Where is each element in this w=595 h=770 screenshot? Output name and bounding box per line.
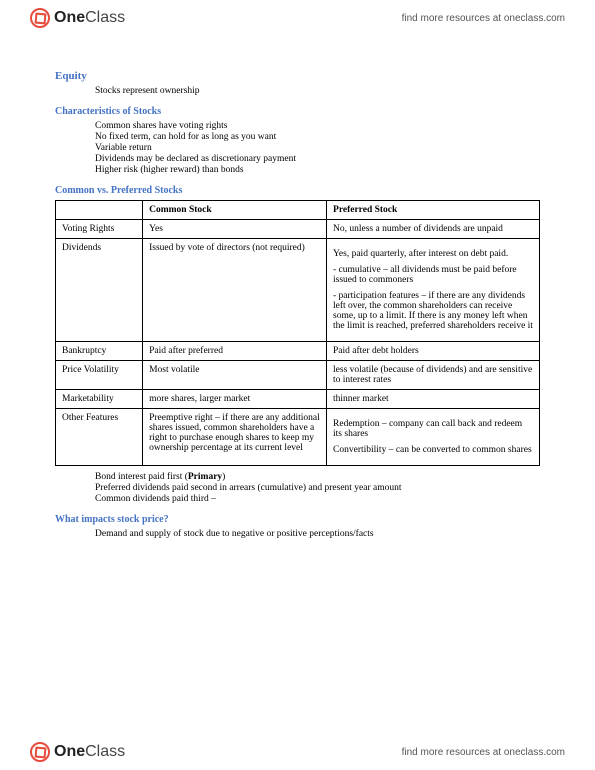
document-body: Equity Stocks represent ownership Charac…	[0, 36, 595, 599]
table-row: Dividends Issued by vote of directors (n…	[56, 239, 540, 342]
para: - cumulative – all dividends must be pai…	[333, 265, 533, 285]
impacts-text: Demand and supply of stock due to negati…	[95, 529, 540, 539]
para: Convertibility – can be converted to com…	[333, 445, 533, 455]
impacts-title: What impacts stock price?	[55, 514, 540, 525]
table-header-row: Common Stock Preferred Stock	[56, 201, 540, 220]
row-label: Other Features	[56, 409, 143, 466]
bold-text: Primary	[188, 472, 222, 482]
brand-prefix: One	[54, 9, 85, 26]
para: - participation features – if there are …	[333, 291, 533, 331]
row-label: Voting Rights	[56, 220, 143, 239]
table-row: Marketability more shares, larger market…	[56, 390, 540, 409]
table-row: Price Volatility Most volatile less vola…	[56, 361, 540, 390]
payment-line: Preferred dividends paid second in arrea…	[95, 483, 540, 493]
logo-icon	[30, 742, 50, 762]
preferred-cell: Yes, paid quarterly, after interest on d…	[327, 239, 540, 342]
text: Bond interest paid first (	[95, 472, 188, 482]
preferred-cell: less volatile (because of dividends) and…	[327, 361, 540, 390]
brand-logo: OneClass	[30, 742, 125, 762]
list-item: Dividends may be declared as discretiona…	[95, 154, 540, 164]
equity-intro: Stocks represent ownership	[95, 86, 540, 96]
brand-suffix: Class	[85, 743, 125, 760]
row-label: Bankruptcy	[56, 342, 143, 361]
row-label: Dividends	[56, 239, 143, 342]
page-footer: OneClass find more resources at oneclass…	[0, 734, 595, 770]
common-cell: Yes	[143, 220, 327, 239]
payment-line: Common dividends paid third –	[95, 494, 540, 504]
common-cell: Issued by vote of directors (not require…	[143, 239, 327, 342]
header-cell	[56, 201, 143, 220]
para: Redemption – company can call back and r…	[333, 419, 533, 439]
preferred-cell: No, unless a number of dividends are unp…	[327, 220, 540, 239]
characteristics-title: Characteristics of Stocks	[55, 106, 540, 117]
payment-order-block: Bond interest paid first (Primary) Prefe…	[95, 472, 540, 504]
page-header: OneClass find more resources at oneclass…	[0, 0, 595, 36]
para: Yes, paid quarterly, after interest on d…	[333, 249, 533, 259]
brand-suffix: Class	[85, 9, 125, 26]
row-label: Price Volatility	[56, 361, 143, 390]
header-cell: Preferred Stock	[327, 201, 540, 220]
brand-text: OneClass	[54, 743, 125, 761]
table-row: Bankruptcy Paid after preferred Paid aft…	[56, 342, 540, 361]
equity-title: Equity	[55, 70, 540, 82]
list-item: Variable return	[95, 143, 540, 153]
preferred-cell: Redemption – company can call back and r…	[327, 409, 540, 466]
text: )	[222, 472, 225, 482]
common-cell: more shares, larger market	[143, 390, 327, 409]
preferred-cell: thinner market	[327, 390, 540, 409]
brand-text: OneClass	[54, 9, 125, 27]
preferred-cell: Paid after debt holders	[327, 342, 540, 361]
list-item: Higher risk (higher reward) than bonds	[95, 165, 540, 175]
common-cell: Paid after preferred	[143, 342, 327, 361]
table-row: Voting Rights Yes No, unless a number of…	[56, 220, 540, 239]
payment-line: Bond interest paid first (Primary)	[95, 472, 540, 482]
brand-prefix: One	[54, 743, 85, 760]
common-cell: Preemptive right – if there are any addi…	[143, 409, 327, 466]
header-cell: Common Stock	[143, 201, 327, 220]
header-resource-link[interactable]: find more resources at oneclass.com	[402, 13, 565, 24]
row-label: Marketability	[56, 390, 143, 409]
common-cell: Most volatile	[143, 361, 327, 390]
footer-resource-link[interactable]: find more resources at oneclass.com	[402, 747, 565, 758]
characteristics-list: Common shares have voting rights No fixe…	[95, 121, 540, 175]
logo-icon	[30, 8, 50, 28]
comparison-title: Common vs. Preferred Stocks	[55, 185, 540, 196]
list-item: Common shares have voting rights	[95, 121, 540, 131]
comparison-table: Common Stock Preferred Stock Voting Righ…	[55, 200, 540, 466]
brand-logo: OneClass	[30, 8, 125, 28]
list-item: No fixed term, can hold for as long as y…	[95, 132, 540, 142]
table-row: Other Features Preemptive right – if the…	[56, 409, 540, 466]
